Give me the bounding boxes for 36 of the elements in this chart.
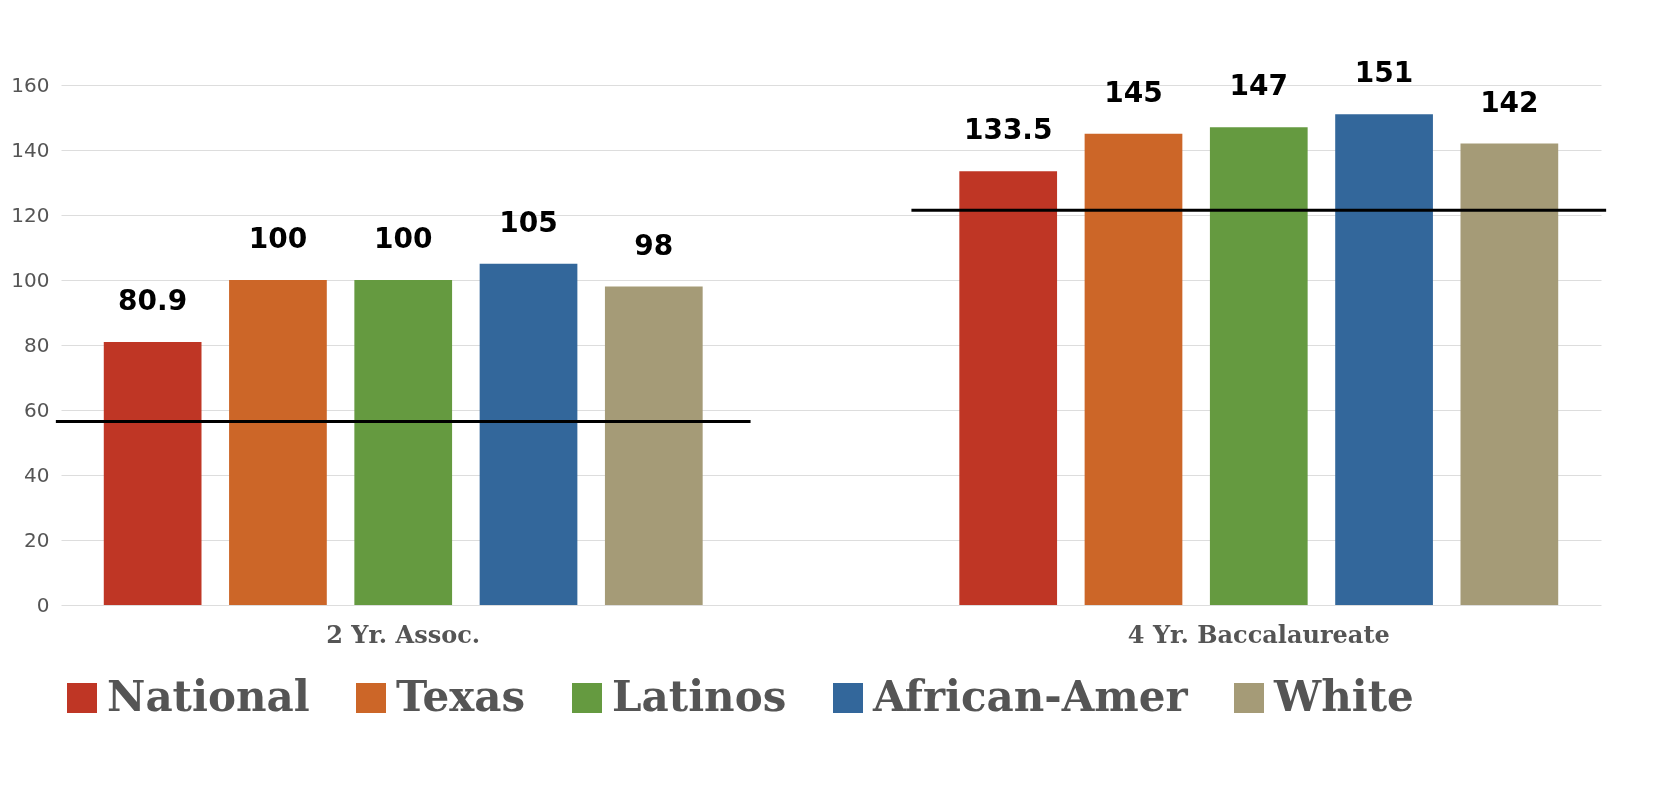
y-tick-label: 0 <box>36 592 50 617</box>
y-tick-label: 100 <box>11 267 50 292</box>
bar <box>354 280 453 605</box>
data-label: 100 <box>248 222 308 255</box>
y-tick-label: 160 <box>11 72 50 97</box>
data-label: 147 <box>1229 69 1288 103</box>
bar <box>1460 143 1559 605</box>
data-label: 145 <box>1104 75 1163 109</box>
x-tick-label: 4 Yr. Baccalaureate <box>1127 619 1390 649</box>
data-label: 133.5 <box>963 113 1053 147</box>
x-tick-label: 2 Yr. Assoc. <box>326 619 481 649</box>
bar <box>1084 133 1183 605</box>
legend-label: White <box>1273 672 1414 721</box>
bar <box>959 171 1058 605</box>
y-tick-label: 140 <box>11 137 50 162</box>
bar <box>604 286 703 605</box>
legend-label: National <box>107 672 310 721</box>
data-label: 98 <box>634 228 674 262</box>
data-label: 100 <box>374 222 433 255</box>
data-label: 151 <box>1354 56 1414 90</box>
data-label: 142 <box>1480 85 1539 119</box>
y-tick-label: 80 <box>24 332 50 357</box>
y-tick-label: 40 <box>24 462 50 487</box>
bar <box>103 342 202 605</box>
legend-label: Latinos <box>612 672 787 721</box>
legend-label: Texas <box>396 672 526 721</box>
y-tick-label: 60 <box>24 397 50 422</box>
y-tick-label: 120 <box>11 202 50 227</box>
legend-label: African-Amer <box>872 672 1189 721</box>
data-label: 80.9 <box>118 284 188 318</box>
data-label: 105 <box>499 205 558 239</box>
bar <box>229 280 327 605</box>
bar <box>479 263 578 605</box>
y-tick-label: 20 <box>24 527 50 552</box>
bar <box>1335 114 1433 605</box>
bar <box>1209 127 1308 605</box>
